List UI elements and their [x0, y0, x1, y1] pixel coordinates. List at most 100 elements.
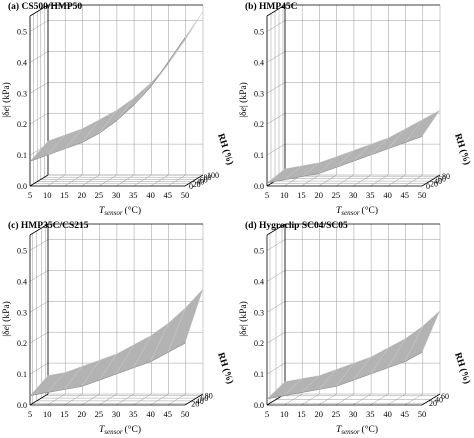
x-axis-label: Tsensor (°C): [99, 424, 141, 436]
x-tick-label: 20: [77, 190, 86, 200]
floor-gridline: [115, 174, 135, 187]
x-tick-label: 45: [164, 190, 173, 200]
z-axis-label-var: e: [239, 326, 249, 330]
x-tick-labels: 5 10 15 20 25 30 35 40 45 50: [265, 190, 426, 200]
floor-gridline: [98, 393, 118, 406]
z-axis-label: |δe| (kPa): [238, 301, 249, 336]
surface: [29, 288, 204, 396]
x-axis-label-sub: sensor: [341, 209, 360, 217]
x-tick-label: 20: [314, 190, 323, 200]
panel-d: 5 10 15 20 25 30 35 40 45 50 20 40 60 0.0 0.1 0.2 0.3 0.4…: [237, 219, 474, 438]
rh-tick-label: 100: [207, 171, 219, 180]
rh-tick-label: 40: [435, 396, 443, 405]
rh-tick-label: 0: [426, 182, 430, 191]
floor-gridline: [284, 393, 303, 406]
panel-b-title: (b) HMP45C: [245, 2, 298, 12]
surface: [29, 11, 204, 162]
x-tick-label: 30: [112, 190, 121, 200]
axis-box: [29, 4, 204, 187]
z-tick-label: 0.3: [17, 308, 27, 317]
left-wall-gridline: [29, 331, 49, 344]
rh-tick-label: 80: [203, 173, 211, 182]
x-tick-label: 15: [297, 190, 306, 200]
floor-gridline: [301, 174, 320, 187]
z-axis-label: |δe| (kPa): [238, 82, 249, 117]
floor-gridline: [81, 393, 100, 406]
rh-tick-label: 20: [193, 180, 201, 189]
rh-tick-label: 80: [442, 172, 450, 181]
floor-gridline: [404, 393, 423, 406]
x-tick-label: 45: [164, 409, 173, 419]
axis-box: [266, 223, 441, 406]
panel-c: 5 10 15 20 25 30 35 40 45 50 20 40 60 80 0.0 0.1 0.2 0.3 0…: [0, 219, 237, 438]
z-axis-label-suffix: | (kPa): [238, 82, 249, 107]
z-tick-label: 0.1: [254, 370, 264, 379]
floor-gridline: [335, 174, 355, 187]
x-axis-label-var: T: [99, 206, 105, 216]
x-tick-label: 50: [418, 190, 427, 200]
floor-gridline: [47, 174, 66, 187]
x-tick-label: 5: [28, 409, 32, 419]
x-tick-label: 30: [349, 190, 358, 200]
floor-gridline: [335, 393, 355, 406]
z-tick-labels: 0.0 0.1 0.2 0.3 0.4 0.5: [254, 28, 264, 192]
floor-gridline: [64, 393, 83, 406]
x-axis-label-unit: (°C): [125, 205, 141, 216]
z-axis-label-prefix: |δ: [239, 330, 249, 337]
rh-tick-label: 20: [191, 400, 199, 409]
axis-edge: [29, 4, 49, 17]
floor-gridline: [167, 174, 186, 187]
floor-gridline: [64, 174, 83, 187]
left-wall-gridline: [266, 82, 286, 94]
x-axis-label-var: T: [336, 206, 342, 216]
x-axis-label-var: T: [336, 425, 342, 435]
rh-tick-label: 60: [200, 394, 208, 403]
x-axis-label: Tsensor (°C): [99, 205, 141, 217]
axis-edge: [421, 393, 441, 406]
x-tick-label: 45: [401, 190, 410, 200]
floor-gridline: [318, 393, 337, 406]
panel-a-title: (a) CS500/HMP50: [8, 2, 83, 12]
floor-gridline: [370, 393, 389, 406]
rh-tick-label: 20: [429, 399, 437, 408]
x-tick-label: 20: [314, 409, 323, 419]
x-tick-label: 25: [332, 409, 341, 419]
z-tick-label: 0.0: [17, 401, 27, 410]
x-tick-label: 50: [181, 190, 190, 200]
rh-axis-label: RH (%): [452, 351, 472, 385]
x-axis-label-unit: (°C): [362, 205, 378, 216]
floor-gridline: [387, 174, 406, 187]
x-tick-label: 40: [383, 190, 392, 200]
z-tick-label: 0.1: [17, 151, 27, 160]
z-tick-label: 0.3: [17, 89, 27, 98]
z-tick-labels: 0.0 0.1 0.2 0.3 0.4 0.5: [17, 28, 27, 192]
x-axis-label-unit: (°C): [362, 424, 378, 435]
left-wall-gridline: [29, 112, 49, 125]
axis-edge: [184, 393, 204, 406]
surface-front-edge: [266, 136, 423, 184]
floor-gridline: [115, 393, 135, 406]
panel-d-title: (d) Hygroclip SC04/SC05: [245, 221, 348, 231]
rh-tick-label: 40: [196, 178, 204, 187]
z-tick-label: 0.4: [254, 58, 264, 67]
x-tick-label: 30: [349, 409, 358, 419]
left-wall-gridline: [266, 51, 286, 63]
axis-edge: [421, 174, 441, 187]
x-axis-label-sub: sensor: [104, 428, 123, 436]
x-tick-labels: 5 10 15 20 25 30 35 40 45 50: [28, 190, 189, 200]
x-tick-labels: 5 10 15 20 25 30 35 40 45 50: [28, 409, 189, 419]
axis-edge: [29, 174, 49, 187]
x-tick-label: 25: [95, 409, 104, 419]
x-axis-label-var: T: [99, 425, 105, 435]
x-tick-label: 35: [129, 190, 138, 200]
x-tick-label: 40: [383, 409, 392, 419]
rh-tick-label: 40: [196, 397, 204, 406]
x-axis-label-sub: sensor: [341, 428, 360, 436]
left-wall-gridline: [29, 20, 49, 32]
surface-front-edge: [29, 342, 186, 396]
axis-edge: [266, 223, 286, 236]
